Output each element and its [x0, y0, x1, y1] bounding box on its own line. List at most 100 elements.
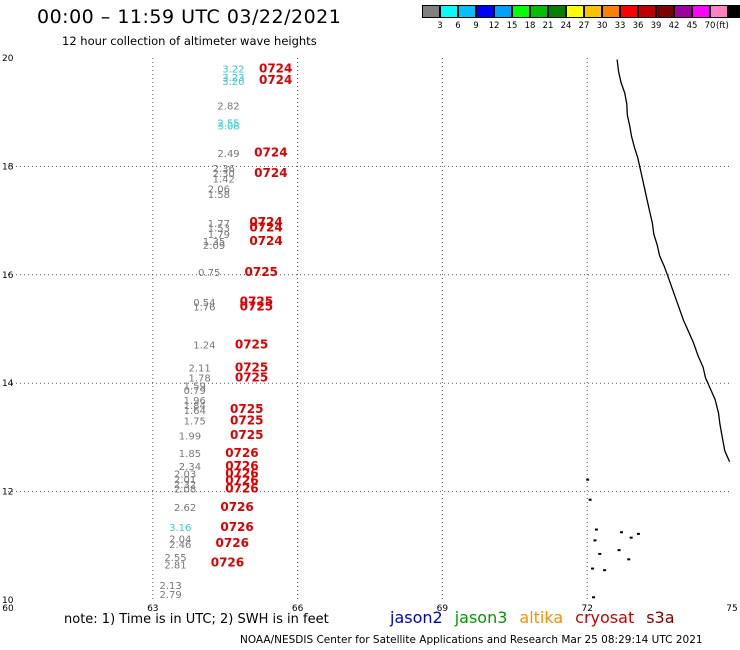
y-tick-label: 10 — [2, 596, 14, 606]
swh-value-label: 3.22 — [222, 65, 244, 76]
color-scale-tick-label: 70 — [704, 21, 716, 31]
time-label: 0725 — [235, 371, 268, 385]
swh-value-label: 1.24 — [193, 341, 215, 352]
time-label: 0726 — [220, 500, 253, 514]
coastline — [616, 59, 731, 463]
color-scale-swatch — [494, 5, 512, 18]
swh-value-label: 1.77 — [208, 219, 230, 230]
swh-value-label: 1.42 — [213, 175, 235, 186]
color-scale-swatch — [620, 5, 638, 18]
island — [591, 567, 595, 570]
swh-value-label: 2.55 — [217, 118, 239, 129]
color-scale-tick-label: 33 — [614, 21, 626, 31]
swh-value-label: 0.54 — [193, 298, 215, 309]
color-scale-tick-label: 6 — [455, 21, 461, 31]
color-scale-unit: (ft) — [716, 21, 729, 31]
color-scale-swatch — [512, 5, 530, 18]
time-label: 0724 — [249, 220, 282, 234]
time-label: 0725 — [240, 295, 273, 309]
swh-value-label: 1.58 — [208, 190, 230, 201]
swh-value-label: 2.32 — [174, 480, 196, 491]
swh-value-label: 1.78 — [188, 374, 210, 385]
time-label: 0725 — [235, 360, 268, 374]
color-scale-tick-label: 18 — [524, 21, 536, 31]
swh-value-label: 2.49 — [217, 149, 239, 160]
color-scale-swatch — [566, 5, 584, 18]
island — [627, 558, 631, 561]
island — [598, 552, 602, 555]
x-tick-label: 75 — [726, 604, 737, 614]
time-label: 0725 — [230, 402, 263, 416]
satellite-legend: jason2 jason3 altika cryosat s3a — [390, 608, 687, 627]
color-scale-swatch — [602, 5, 620, 18]
color-scale-swatch — [692, 5, 710, 18]
time-label: 0726 — [225, 446, 258, 460]
time-label: 0726 — [220, 520, 253, 534]
color-scale-swatch — [674, 5, 692, 18]
swh-value-label: 2.04 — [169, 535, 191, 546]
swh-value-label: 2.82 — [217, 101, 239, 112]
legend-entry-altika: altika — [519, 608, 564, 627]
y-tick-label: 14 — [2, 379, 14, 389]
island — [629, 536, 633, 539]
x-tick-label: 69 — [437, 604, 449, 614]
swh-value-label: 2.55 — [164, 553, 186, 564]
swh-value-label: 1.59 — [184, 382, 206, 393]
swh-value-label: 0.79 — [184, 386, 206, 397]
swh-value-label: 3.08 — [217, 122, 239, 133]
color-scale-tick-label: 39 — [650, 21, 662, 31]
y-tick-label: 20 — [2, 54, 14, 64]
color-scale-swatch — [656, 5, 674, 18]
y-tick-label: 18 — [2, 162, 14, 172]
color-scale-swatch — [476, 5, 494, 18]
color-scale-tick-label: 21 — [542, 21, 554, 31]
swh-value-label: 1.64 — [184, 406, 206, 417]
time-label: 0725 — [235, 338, 268, 352]
swh-value-label: 1.53 — [208, 223, 230, 234]
color-scale-tick-label: 12 — [488, 21, 500, 31]
color-scale-tick-label: 45 — [686, 21, 698, 31]
island — [586, 478, 590, 481]
color-scale-swatch — [728, 5, 740, 18]
swh-value-label: 2.03 — [174, 470, 196, 481]
swh-value-label: 1.96 — [184, 396, 206, 407]
swh-value-label: 1.99 — [179, 432, 201, 443]
swh-value-label: 3.23 — [222, 73, 244, 84]
color-scale-swatch — [710, 5, 728, 18]
color-scale-tick-label: 27 — [578, 21, 590, 31]
time-label: 0724 — [259, 62, 292, 76]
x-tick-label: 60 — [2, 604, 14, 614]
swh-value-label: 2.46 — [169, 540, 191, 551]
legend-entry-jason2: jason2 — [390, 608, 443, 627]
swh-value-label: 2.09 — [203, 241, 225, 252]
time-label: 0724 — [254, 166, 287, 180]
time-label: 0725 — [240, 300, 273, 314]
time-label: 0726 — [225, 467, 258, 481]
color-scale-tick-label: 30 — [596, 21, 608, 31]
time-label: 0724 — [254, 146, 287, 160]
color-scale-tick-label: 36 — [632, 21, 644, 31]
color-scale-swatch — [458, 5, 476, 18]
y-tick-label: 12 — [2, 488, 13, 498]
time-label: 0725 — [230, 413, 263, 427]
color-scale-tick-label: 3 — [437, 21, 443, 31]
swh-value-label: 2.79 — [159, 590, 181, 601]
island — [588, 498, 592, 501]
x-tick-label: 72 — [581, 604, 592, 614]
swh-value-label: 3.20 — [222, 77, 244, 88]
x-tick-label: 66 — [292, 604, 304, 614]
swh-value-label: 2.36 — [213, 164, 235, 175]
color-scale-tick-label: 15 — [506, 21, 518, 31]
color-scale-swatch — [548, 5, 566, 18]
swh-value-label: 2.81 — [164, 561, 186, 572]
page-title: 00:00 – 11:59 UTC 03/22/2021 — [37, 6, 342, 28]
time-label: 0724 — [249, 215, 282, 229]
time-label: 0726 — [225, 482, 258, 496]
time-label: 0726 — [216, 536, 249, 550]
island — [594, 528, 598, 531]
swh-value-label: 2.11 — [188, 363, 210, 374]
chart-subtitle: 12 hour collection of altimeter wave hei… — [62, 34, 317, 48]
time-label: 0724 — [259, 73, 292, 87]
color-scale-tick-label: 24 — [560, 21, 572, 31]
